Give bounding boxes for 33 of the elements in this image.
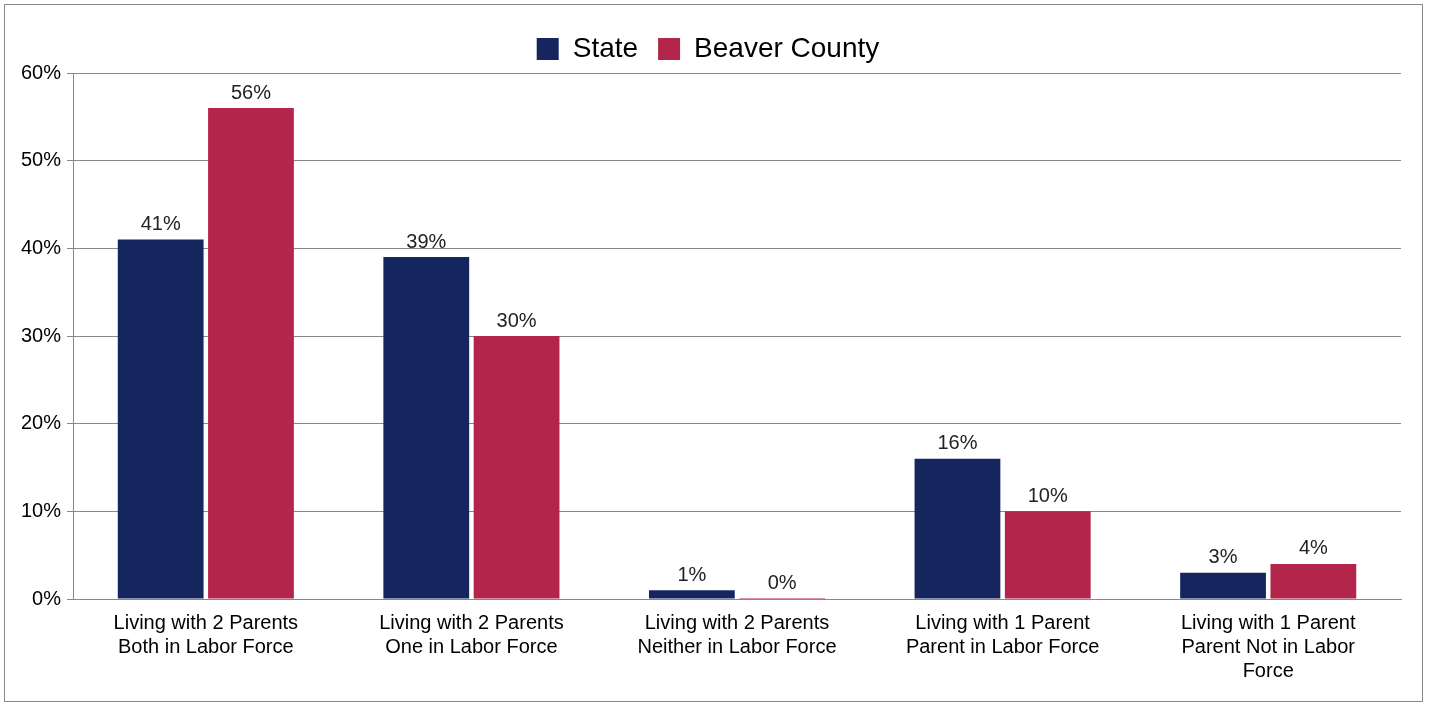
data-label: 10% (1027, 483, 1068, 506)
data-label: 1% (677, 562, 707, 585)
bar (1180, 572, 1266, 599)
x-tick-label: Living with 2 Parents One in Labor Force (379, 610, 564, 657)
legend-label: Beaver County (694, 31, 880, 63)
bar (648, 590, 735, 599)
y-tick-label: 10% (21, 498, 62, 521)
data-label: 4% (1298, 536, 1329, 559)
y-tick-label: 30% (21, 323, 62, 346)
y-tick-label: 50% (21, 148, 62, 171)
y-tick-label: 0% (32, 586, 62, 609)
x-tick-label: Living with 1 Parent Parent Not in Labor Force (1180, 610, 1356, 681)
bar (383, 257, 470, 599)
legend-label: State (572, 31, 639, 63)
data-label: 56% (230, 80, 272, 103)
y-tick-label: 20% (21, 411, 62, 434)
data-label: 30% (496, 308, 537, 331)
data-label: 16% (937, 431, 978, 454)
data-label: 41% (140, 212, 181, 235)
y-tick-label: 60% (21, 60, 62, 83)
data-label: 39% (406, 229, 447, 252)
bar (208, 108, 294, 599)
bar (1004, 511, 1091, 599)
bar (914, 458, 1001, 599)
y-tick-label: 40% (21, 235, 62, 258)
data-label: 0% (767, 570, 797, 593)
x-tick-label: Living with 2 Parents Both in Labor Force (113, 610, 299, 657)
x-tick-label: Living with 1 Parent Parent in Labor Force (905, 610, 1100, 657)
bar (1270, 563, 1357, 599)
x-tick-label: Living with 2 Parents Neither in Labor Force (637, 610, 837, 657)
bar (473, 336, 560, 599)
data-label: 3% (1208, 545, 1238, 568)
bar (117, 239, 204, 599)
